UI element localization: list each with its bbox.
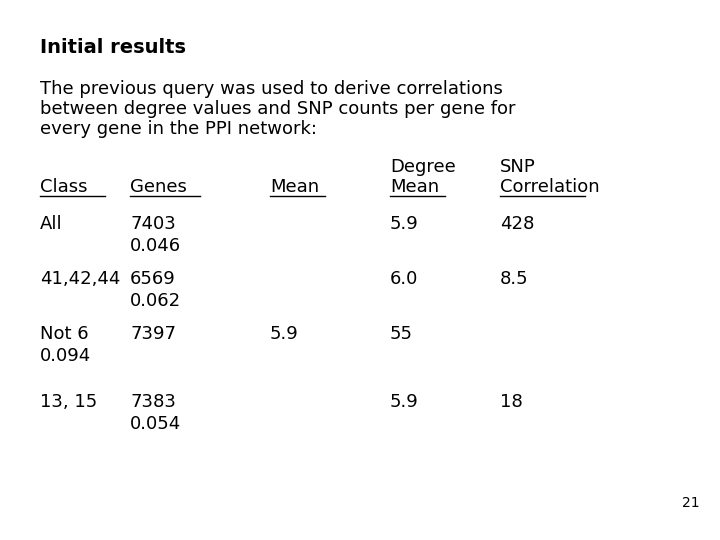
Text: between degree values and SNP counts per gene for: between degree values and SNP counts per… [40,100,516,118]
Text: SNP: SNP [500,158,536,176]
Text: The previous query was used to derive correlations: The previous query was used to derive co… [40,80,503,98]
Text: All: All [40,215,63,233]
Text: 6569: 6569 [130,270,176,288]
Text: 5.9: 5.9 [390,393,419,411]
Text: Mean: Mean [390,178,439,196]
Text: 21: 21 [683,496,700,510]
Text: 0.094: 0.094 [40,347,91,365]
Text: every gene in the PPI network:: every gene in the PPI network: [40,120,317,138]
Text: Initial results: Initial results [40,38,186,57]
Text: 5.9: 5.9 [390,215,419,233]
Text: 41,42,44: 41,42,44 [40,270,120,288]
Text: 428: 428 [500,215,534,233]
Text: Not 6: Not 6 [40,325,89,343]
Text: 7383: 7383 [130,393,176,411]
Text: 8.5: 8.5 [500,270,528,288]
Text: 5.9: 5.9 [270,325,299,343]
Text: Genes: Genes [130,178,187,196]
Text: 13, 15: 13, 15 [40,393,97,411]
Text: 0.054: 0.054 [130,415,181,433]
Text: 7403: 7403 [130,215,176,233]
Text: Correlation: Correlation [500,178,600,196]
Text: 55: 55 [390,325,413,343]
Text: 7397: 7397 [130,325,176,343]
Text: 0.062: 0.062 [130,292,181,310]
Text: 0.046: 0.046 [130,237,181,255]
Text: Degree: Degree [390,158,456,176]
Text: 6.0: 6.0 [390,270,418,288]
Text: :: : [178,38,184,57]
Text: 18: 18 [500,393,523,411]
Text: Class: Class [40,178,88,196]
Text: Mean: Mean [270,178,319,196]
